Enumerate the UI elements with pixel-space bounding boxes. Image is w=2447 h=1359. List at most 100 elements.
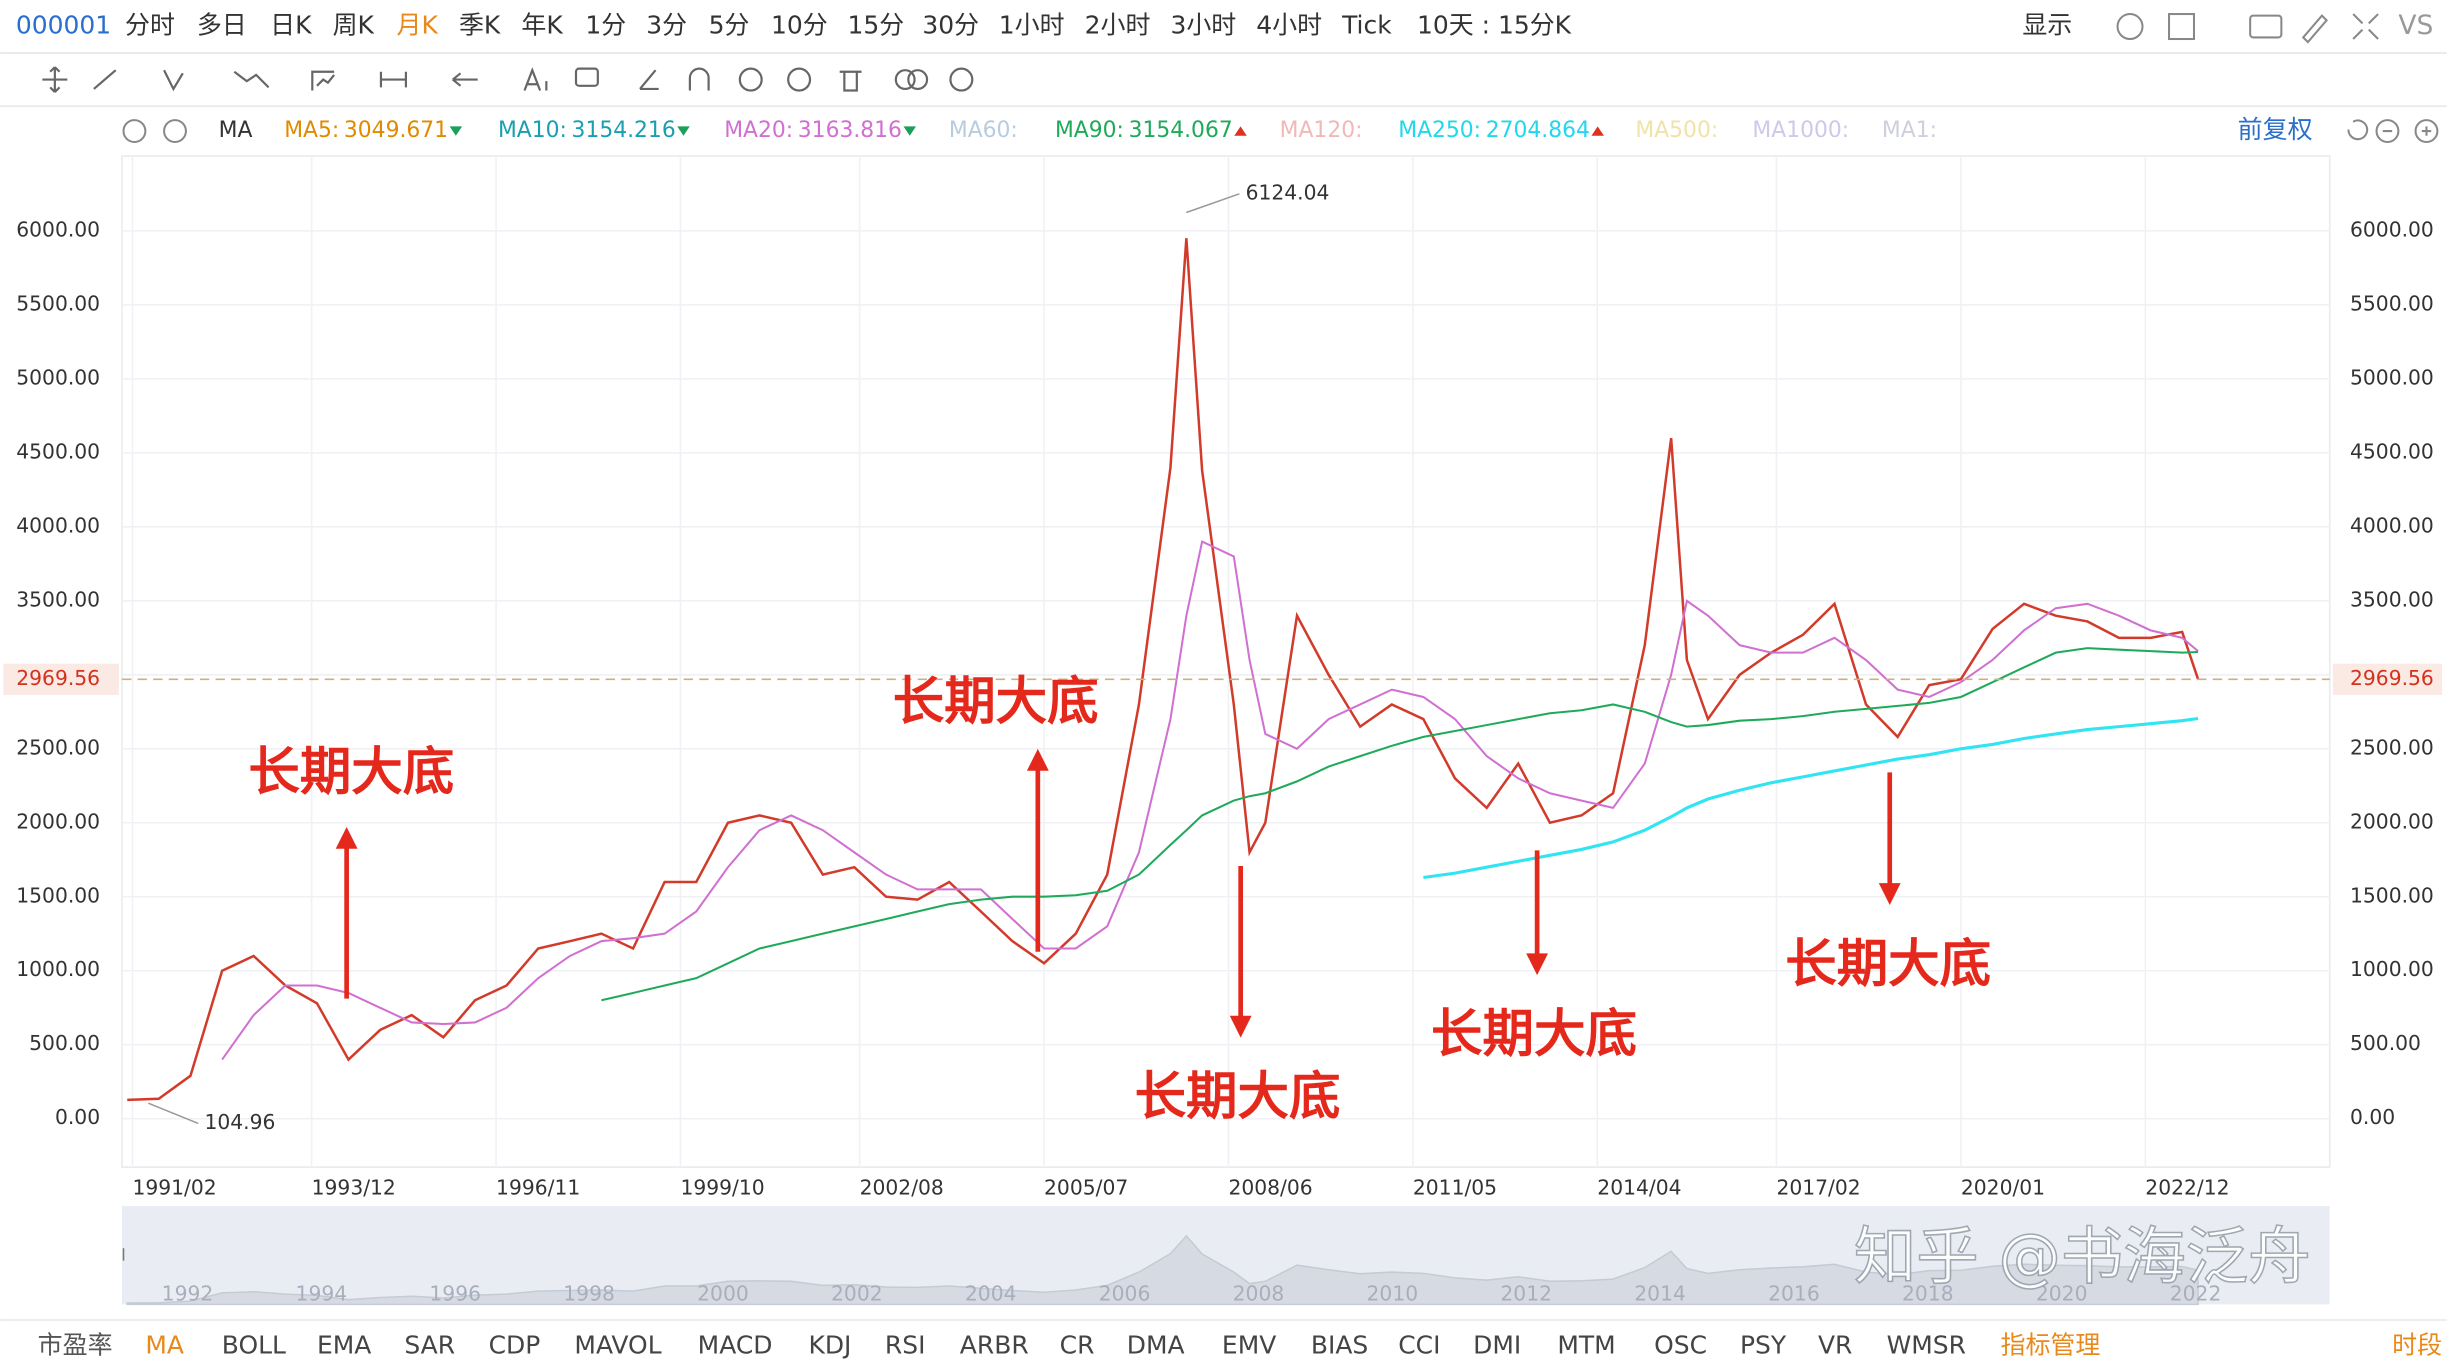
arrow-head <box>335 826 358 849</box>
delete-tool[interactable] <box>839 70 862 92</box>
indicator-manage[interactable]: 指标管理 <box>2001 1331 2101 1359</box>
settings-tool[interactable] <box>949 67 974 92</box>
indicator-tab[interactable]: DMI <box>1473 1331 1521 1359</box>
annotation-label: 6124.04 <box>1246 180 1330 204</box>
adjust-mode[interactable]: 前复权 <box>2238 115 2313 144</box>
y2-tick-label: 1500.00 <box>2350 883 2434 907</box>
move-tool[interactable] <box>42 66 68 93</box>
y-tick-label: 2500.00 <box>16 735 100 759</box>
y-tick-label: 5500.00 <box>16 291 100 315</box>
period-tab[interactable]: 年K <box>521 11 563 40</box>
indicator-tab[interactable]: EMA <box>317 1331 371 1359</box>
fullscreen-icon[interactable] <box>2352 13 2379 40</box>
range-selector[interactable]: 10天 : 15分K <box>1417 11 1572 40</box>
ma-legend: MA90: 3154.067 <box>1055 118 1233 143</box>
indicator-tab[interactable]: MTM <box>1557 1331 1615 1359</box>
indicator-tab[interactable]: SAR <box>404 1331 455 1359</box>
note-tool[interactable] <box>574 67 599 87</box>
wave-tool[interactable] <box>233 70 270 89</box>
y-tick-label: 4500.00 <box>16 439 100 463</box>
ma-label: MA1000: <box>1752 118 1849 143</box>
ma-value: 3154.216 <box>572 118 676 143</box>
angle-tool[interactable] <box>639 69 659 91</box>
lock-tool[interactable] <box>738 67 763 92</box>
indicator-tab[interactable]: MA <box>145 1331 184 1359</box>
hide-tool[interactable] <box>787 67 812 92</box>
ma-legend: MA60: <box>949 118 1018 143</box>
period-tab[interactable]: 日K <box>270 11 312 40</box>
indicator-tab[interactable]: BOLL <box>222 1331 286 1359</box>
indicator-tab[interactable]: KDJ <box>808 1331 851 1359</box>
period-tab[interactable]: 1分 <box>585 11 626 40</box>
indicator-tab[interactable]: PSY <box>1740 1331 1787 1359</box>
period-tab[interactable]: 30分 <box>922 11 979 40</box>
ma-settings-icon[interactable] <box>122 119 147 143</box>
period-tab[interactable]: 分时 <box>125 11 175 40</box>
period-tab[interactable]: 3分 <box>646 11 687 40</box>
symbol[interactable]: 000001 <box>16 11 111 40</box>
indicator-tab[interactable]: EMV <box>1222 1331 1276 1359</box>
layout-icon[interactable] <box>2168 13 2196 41</box>
snapshot-icon[interactable] <box>2249 14 2283 39</box>
arrow-head <box>1878 883 1901 905</box>
y2-tick-label: 1000.00 <box>2350 957 2434 981</box>
navigator-year: 2006 <box>1099 1282 1151 1306</box>
period-tab[interactable]: 15分 <box>847 11 904 40</box>
settings-icon[interactable] <box>2116 13 2144 41</box>
indicator-tab[interactable]: DMA <box>1127 1331 1185 1359</box>
period-tab[interactable]: 3小时 <box>1170 11 1236 40</box>
indicator-tab[interactable]: WMSR <box>1887 1331 1966 1359</box>
indicator-tab[interactable]: RSI <box>885 1331 926 1359</box>
x-tick-label: 2002/08 <box>860 1175 944 1199</box>
compare-button[interactable]: VS <box>2398 10 2433 41</box>
period-tab[interactable]: 月K <box>397 11 439 40</box>
period-tab[interactable]: 4小时 <box>1256 11 1322 40</box>
period-tab[interactable]: 2小时 <box>1085 11 1151 40</box>
period-tab[interactable]: 10分 <box>771 11 828 40</box>
measure-tool[interactable] <box>379 71 408 88</box>
indicator-tab[interactable]: MACD <box>698 1331 773 1359</box>
compare-tool[interactable] <box>894 69 916 91</box>
text-tool[interactable] <box>523 67 548 91</box>
session-tab[interactable]: 时段 <box>2392 1331 2442 1359</box>
fib-tool[interactable] <box>311 70 335 91</box>
indicator-tab[interactable]: OSC <box>1654 1331 1707 1359</box>
arrow-tool[interactable] <box>452 72 478 87</box>
ma-close-icon[interactable] <box>163 119 187 143</box>
magnet-tool[interactable] <box>688 67 710 91</box>
drawing-tools[interactable] <box>42 66 974 93</box>
channel-tool[interactable] <box>163 69 184 92</box>
zoom-out-icon[interactable] <box>2375 119 2400 143</box>
period-tab[interactable]: Tick <box>1341 11 1392 40</box>
indicator-tab[interactable]: CR <box>1060 1331 1095 1359</box>
navigator-year: 2002 <box>831 1282 883 1306</box>
period-tab[interactable]: 周K <box>333 11 375 40</box>
x-tick-label: 2011/05 <box>1413 1175 1497 1199</box>
period-tab[interactable]: 季K <box>459 11 501 40</box>
indicator-tab[interactable]: CDP <box>489 1331 541 1359</box>
indicator-tab[interactable]: CCI <box>1398 1331 1440 1359</box>
period-tab[interactable]: 1小时 <box>999 11 1065 40</box>
y-tick-label: 5000.00 <box>16 365 100 389</box>
pen-icon[interactable] <box>2301 14 2328 44</box>
ma-legend: MA1000: <box>1752 118 1849 143</box>
compare-tool[interactable] <box>907 69 929 91</box>
indicator-name[interactable]: MA <box>219 118 253 143</box>
zoom-in-icon[interactable] <box>2414 119 2439 143</box>
callout-label: 长期大底 <box>1135 1067 1341 1127</box>
ma-label: MA20: <box>724 118 793 143</box>
indicator-tab[interactable]: VR <box>1818 1331 1852 1359</box>
period-tab[interactable]: 5分 <box>709 11 750 40</box>
reset-icon[interactable] <box>2347 119 2369 141</box>
indicator-tab[interactable]: ARBR <box>960 1331 1029 1359</box>
indicator-tab[interactable]: MAVOL <box>574 1331 661 1359</box>
period-tab[interactable]: 多日 <box>197 11 247 40</box>
top-right-icons[interactable] <box>122 13 2439 143</box>
indicator-tab[interactable]: BIAS <box>1311 1331 1368 1359</box>
price-tag <box>3 663 119 695</box>
line-tool[interactable] <box>93 69 117 90</box>
navigator-year: 2014 <box>1634 1282 1686 1306</box>
pe-tab[interactable]: 市盈率 <box>38 1331 113 1359</box>
display-menu[interactable]: 显示 <box>2022 11 2072 40</box>
